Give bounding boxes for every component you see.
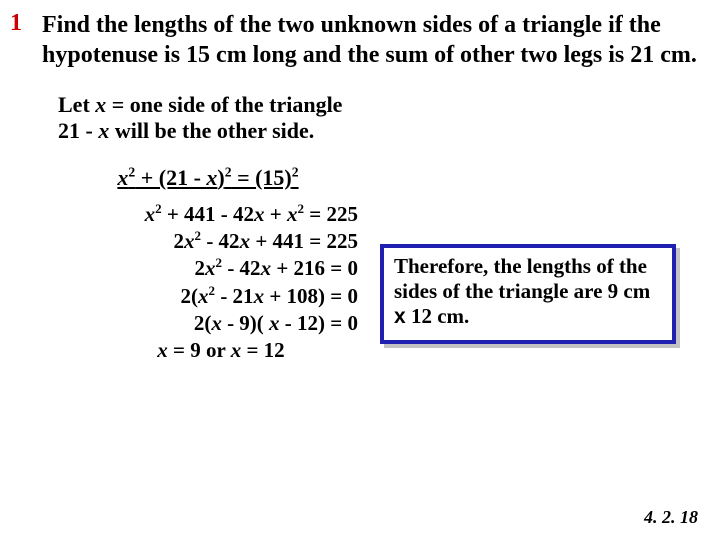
text: 2( [194,311,212,335]
var-x: x [269,311,280,335]
answer-text: 12 cm. [406,304,470,328]
text: + [265,202,287,226]
var-x: x [205,256,216,280]
step-2: 2x2 - 42x + 441 = 225 [66,228,376,255]
text: 2( [181,284,199,308]
var-x: x [261,256,272,280]
var-x: x [231,338,242,362]
setup-line-2: 21 - x will be the other side. [58,118,702,144]
work-steps: x2 + 441 - 42x + x2 = 225 2x2 - 42x + 44… [66,201,376,365]
var-x: x [287,202,298,226]
text: + 216 = 0 [271,256,358,280]
step-5: 2(x - 9)( x - 12) = 0 [66,310,376,337]
var-x: x [145,202,156,226]
text: + (21 - [135,165,206,190]
text: 2 [195,256,206,280]
var-x: x [98,118,109,143]
problem-statement: Find the lengths of the two unknown side… [42,10,702,70]
var-x: x [198,284,209,308]
text: + 108) = 0 [264,284,358,308]
text: 2 [174,229,185,253]
page-footer: 4. 2. 18 [644,507,698,528]
step-3: 2x2 - 42x + 216 = 0 [66,255,376,282]
text: = 225 [304,202,358,226]
text: 21 - [58,118,98,143]
exp: 2 [225,164,232,179]
text: ) [217,165,224,190]
var-x: x [211,311,222,335]
by-symbol: x [394,305,406,328]
setup-block: Let x = one side of the triangle 21 - x … [58,92,702,145]
text: = 9 or [168,338,231,362]
text: - 12) = 0 [280,311,358,335]
step-6: x = 9 or x = 12 [66,337,376,364]
var-x: x [254,202,265,226]
text: + 441 - 42 [162,202,254,226]
text: - 9)( [222,311,269,335]
text: = 12 [241,338,284,362]
var-x: x [184,229,195,253]
text: - 21 [215,284,254,308]
text: = one side of the triangle [106,92,342,117]
text: Let [58,92,95,117]
problem-number: 1 [10,10,22,37]
var-x: x [157,338,168,362]
step-1: x2 + 441 - 42x + x2 = 225 [66,201,376,228]
text: + 441 = 225 [250,229,358,253]
var-x: x [117,165,128,190]
main-equation: x2 + (21 - x)2 = (15)2 [58,165,358,191]
var-x: x [95,92,106,117]
answer-box: Therefore, the lengths of the sides of t… [380,244,676,344]
var-x: x [254,284,265,308]
var-x: x [206,165,217,190]
text: - 42 [201,229,240,253]
text: = (15) [232,165,292,190]
text: will be the other side. [109,118,314,143]
step-4: 2(x2 - 21x + 108) = 0 [66,283,376,310]
exp: 2 [292,164,299,179]
setup-line-1: Let x = one side of the triangle [58,92,702,118]
text: - 42 [222,256,261,280]
var-x: x [240,229,251,253]
answer-text: Therefore, the lengths of the sides of t… [394,254,650,303]
